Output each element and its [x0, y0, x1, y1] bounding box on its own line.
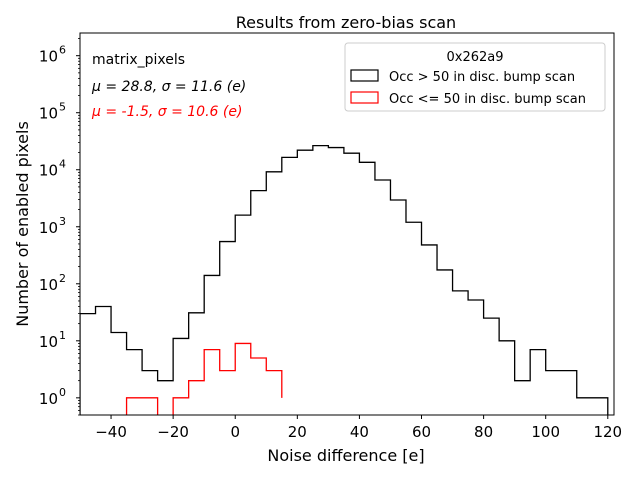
- annotation-stats-black: μ = 28.8, σ = 11.6 (e): [91, 79, 246, 95]
- y-tick-label: 10: [39, 333, 58, 351]
- x-tick-label: 60: [412, 423, 431, 441]
- x-tick-label: 40: [350, 423, 369, 441]
- x-tick-label: −40: [95, 423, 127, 441]
- y-tick-label: 10: [39, 105, 58, 123]
- x-tick-label: 120: [593, 423, 622, 441]
- y-tick-label: 10: [39, 276, 58, 294]
- y-tick-exponent: 5: [59, 101, 66, 114]
- x-tick-label: 80: [474, 423, 493, 441]
- x-axis-label: Noise difference [e]: [267, 446, 424, 465]
- legend-title: 0x262a9: [446, 50, 503, 65]
- annotation-stats-red: μ = -1.5, σ = 10.6 (e): [91, 104, 242, 120]
- x-axis: −40 −20 0 20 40 60 80 100 120: [95, 415, 622, 441]
- y-tick-exponent: 3: [59, 215, 66, 228]
- x-tick-label: −20: [157, 423, 189, 441]
- y-tick-exponent: 2: [59, 272, 66, 285]
- y-tick-exponent: 4: [59, 158, 66, 171]
- chart-title: Results from zero-bias scan: [236, 13, 456, 32]
- y-tick-label: 10: [39, 162, 58, 180]
- y-axis-label: Number of enabled pixels: [13, 121, 32, 327]
- legend-swatch-black: [350, 69, 379, 82]
- y-tick-label: 10: [39, 390, 58, 408]
- y-tick-label: 10: [39, 48, 58, 66]
- legend: 0x262a9 Occ > 50 in disc. bump scan Occ …: [344, 42, 606, 112]
- annotation-dataset-name: matrix_pixels: [92, 52, 185, 68]
- histogram-series-black: [80, 144, 609, 415]
- legend-label-red: Occ <= 50 in disc. bump scan: [389, 92, 586, 107]
- x-tick-label: 20: [288, 423, 307, 441]
- y-tick-label: 10: [39, 219, 58, 237]
- y-tick-exponent: 1: [59, 329, 66, 342]
- x-tick-label: 0: [230, 423, 240, 441]
- legend-box: [344, 42, 606, 112]
- y-tick-exponent: 0: [59, 386, 66, 399]
- legend-label-black: Occ > 50 in disc. bump scan: [389, 70, 575, 85]
- legend-swatch-red: [350, 91, 379, 104]
- plot-frame: [79, 32, 615, 416]
- y-tick-exponent: 6: [59, 44, 66, 57]
- x-tick-label: 100: [531, 423, 560, 441]
- histogram-series-red: [125, 342, 283, 415]
